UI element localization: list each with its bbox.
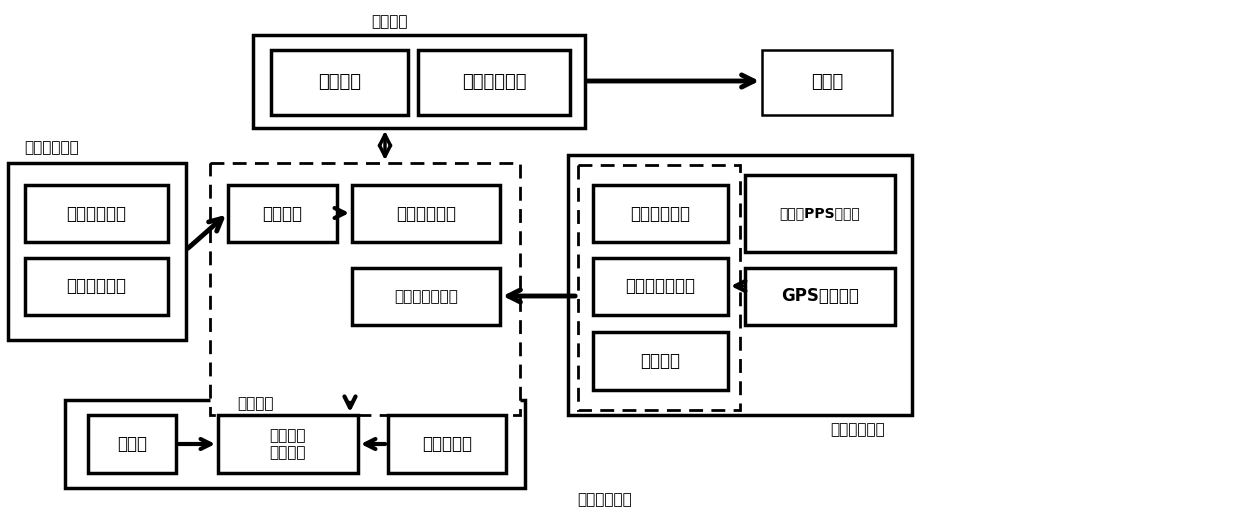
Bar xyxy=(593,185,728,242)
Text: 高稳定有源晶振: 高稳定有源晶振 xyxy=(625,278,696,295)
Bar xyxy=(763,50,892,115)
Bar xyxy=(25,258,167,315)
Bar xyxy=(218,415,358,473)
Bar xyxy=(578,165,740,410)
Bar xyxy=(593,258,728,315)
Bar xyxy=(418,50,570,115)
Text: 射频电路: 射频电路 xyxy=(317,74,361,91)
Bar xyxy=(388,415,506,473)
Bar xyxy=(64,400,525,488)
Text: 准确触发时间: 准确触发时间 xyxy=(396,204,456,223)
Text: 模数转换电路: 模数转换电路 xyxy=(67,278,126,295)
Bar xyxy=(210,163,520,415)
Bar xyxy=(745,175,895,252)
Bar xyxy=(272,50,408,115)
Text: 光电转换电路: 光电转换电路 xyxy=(67,204,126,223)
Text: 通信模块: 通信模块 xyxy=(372,15,408,30)
Text: GPS时间信息: GPS时间信息 xyxy=(781,288,859,306)
Bar xyxy=(352,268,500,325)
Text: 上位机: 上位机 xyxy=(811,74,843,91)
Text: 主控制器: 主控制器 xyxy=(237,397,273,412)
Text: 几何定位模块: 几何定位模块 xyxy=(578,493,632,508)
Text: 能级数据: 能级数据 xyxy=(263,204,303,223)
Text: 后端差分
处理软件: 后端差分 处理软件 xyxy=(270,428,306,460)
Text: 探测器其他信息: 探测器其他信息 xyxy=(394,289,458,304)
Bar xyxy=(25,185,167,242)
Bar xyxy=(593,332,728,390)
Bar xyxy=(88,415,176,473)
Bar xyxy=(228,185,337,242)
Text: 高精度PPS秒脉冲: 高精度PPS秒脉冲 xyxy=(780,207,861,221)
Bar xyxy=(253,35,585,128)
Text: 实时时间: 实时时间 xyxy=(641,352,681,370)
Text: 高精度定时器: 高精度定时器 xyxy=(630,204,691,223)
Text: 经纬度数据: 经纬度数据 xyxy=(422,435,472,453)
Text: 时间同步模块: 时间同步模块 xyxy=(831,422,885,438)
Bar xyxy=(7,163,186,340)
Text: 差分站: 差分站 xyxy=(117,435,148,453)
Text: 光电检测模块: 光电检测模块 xyxy=(25,141,79,156)
Text: 通信控制部分: 通信控制部分 xyxy=(461,74,526,91)
Bar xyxy=(352,185,500,242)
Bar xyxy=(745,268,895,325)
Bar xyxy=(568,155,911,415)
